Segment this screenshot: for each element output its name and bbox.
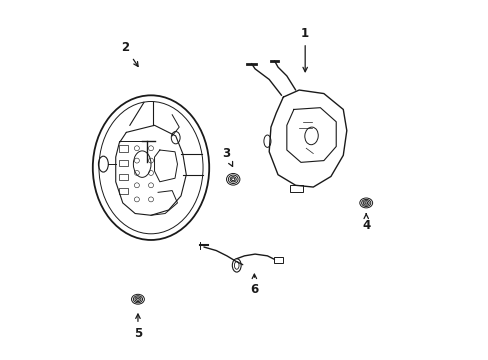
Bar — [119, 159, 128, 166]
Bar — [274, 257, 283, 263]
Text: 1: 1 — [301, 27, 308, 72]
Bar — [119, 174, 128, 180]
Text: 4: 4 — [361, 213, 369, 232]
Text: 6: 6 — [250, 274, 258, 296]
Text: 3: 3 — [222, 147, 232, 166]
Bar — [119, 188, 128, 194]
Text: 5: 5 — [134, 314, 142, 340]
Text: 2: 2 — [122, 41, 138, 67]
Bar — [290, 185, 302, 192]
Bar — [119, 145, 128, 152]
